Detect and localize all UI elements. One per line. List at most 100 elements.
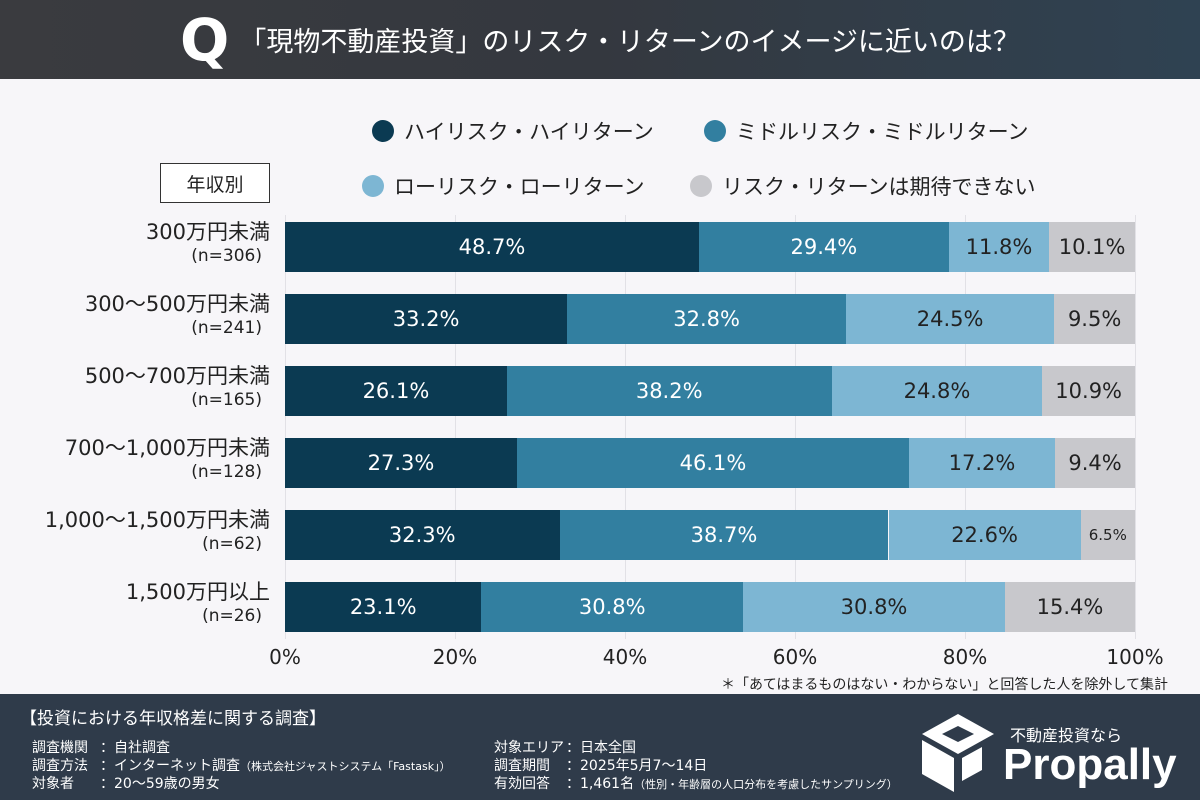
survey-value-wrap: ：1,461名（性別・年齢層の人口分布を考慮したサンプリング） — [566, 773, 898, 793]
category-label: 700〜1,000万円未満 (n=128) — [65, 436, 270, 484]
survey-value: ：自社調査 — [100, 740, 170, 756]
category-name: 500〜700万円未満 — [84, 364, 270, 388]
sample-size: (n=241) — [191, 318, 262, 338]
bar-segment: 24.5% — [846, 294, 1055, 344]
sample-size: (n=62) — [202, 534, 262, 554]
survey-value: ：20〜59歳の男女 — [100, 776, 220, 792]
data-label: 10.1% — [1058, 235, 1126, 259]
x-tick-label: 80% — [942, 645, 988, 669]
legend-label: ローリスク・ローリターン — [394, 175, 645, 199]
category-label: 300万円未満 (n=306) — [146, 220, 270, 268]
bar-segment: 38.7% — [559, 510, 889, 560]
data-label: 22.6% — [951, 523, 1018, 547]
bar-segment: 32.8% — [567, 294, 846, 344]
bar-segment: 46.1% — [517, 438, 909, 488]
data-label: 9.4% — [1068, 451, 1122, 475]
x-tick-label: 100% — [1106, 645, 1164, 669]
legend-label: ミドルリスク・ミドルリターン — [736, 120, 1029, 144]
data-label: 15.4% — [1036, 595, 1104, 619]
title-bar: Q 「現物不動産投資」のリスク・リターンのイメージに近いのは？ — [0, 0, 1200, 79]
stacked-bar-chart: 0% 20% 40% 60% 80% 100% 300万円未満 (n=306) 48.7% 29.… — [45, 215, 1164, 669]
data-label: 26.1% — [362, 379, 430, 403]
bar-segment: 11.8% — [948, 222, 1050, 272]
bar-segment: 27.3% — [285, 438, 518, 488]
data-label: 9.5% — [1067, 307, 1122, 331]
bar-segment: 30.8% — [743, 582, 1005, 632]
gridline — [455, 215, 456, 639]
data-label: 48.7% — [458, 235, 526, 259]
legend-swatch — [690, 175, 712, 197]
data-label: 38.7% — [690, 523, 758, 547]
bar-segment: 9.4% — [1055, 438, 1135, 488]
logo-tagline: 不動産投資なら — [1010, 726, 1123, 745]
category-label: 1,000〜1,500万円未満 (n=62) — [45, 508, 270, 556]
data-label: 46.1% — [679, 451, 747, 475]
data-label: 32.3% — [388, 523, 456, 547]
category-name: 700〜1,000万円未満 — [64, 436, 270, 460]
survey-extra: （株式会社ジャストシステム「Fastask」） — [240, 760, 451, 773]
legend-label: ハイリスク・ハイリターン — [404, 120, 654, 144]
x-tick-label: 60% — [772, 645, 818, 669]
legend-item-middle: ミドルリスク・ミドルリターン — [704, 116, 1029, 146]
footnote: ＊「あてはまるものはない・わからない」と回答した人を除外して集計 — [720, 677, 1168, 693]
data-label: 24.5% — [916, 307, 984, 331]
data-label: 30.8% — [840, 595, 908, 619]
logo-name: Propally — [1003, 740, 1177, 789]
category-label: 1,500万円以上 (n=26) — [126, 580, 270, 628]
data-label: 23.1% — [349, 595, 417, 619]
bar-segment: 17.2% — [908, 438, 1056, 488]
legend-item-low: ローリスク・ローリターン — [362, 171, 645, 201]
category-label: 300〜500万円未満 (n=241) — [85, 292, 270, 340]
bar-segment: 9.5% — [1054, 294, 1135, 344]
data-label: 27.3% — [367, 451, 435, 475]
legend-item-high: ハイリスク・ハイリターン — [372, 116, 654, 146]
category-label: 500〜700万円未満 (n=165) — [85, 364, 270, 412]
data-label: 33.2% — [392, 307, 460, 331]
x-tick-label: 40% — [602, 645, 648, 669]
bar-segment: 30.8% — [481, 582, 744, 632]
data-label: 6.5% — [1088, 526, 1127, 544]
bar-segment: 15.4% — [1004, 582, 1135, 632]
group-label: 年収別 — [160, 163, 270, 203]
page-title: 「現物不動産投資」のリスク・リターンのイメージに近いのは？ — [239, 27, 1020, 58]
propally-logo-icon — [922, 714, 994, 792]
bar-segment: 29.4% — [698, 222, 949, 272]
data-label: 30.8% — [578, 595, 646, 619]
sample-size: (n=128) — [191, 462, 262, 482]
category-name: 1,000〜1,500万円未満 — [44, 508, 270, 532]
gridline — [965, 215, 966, 639]
survey-extra: （性別・年齢層の人口分布を考慮したサンプリング） — [634, 778, 898, 791]
survey-value: ：2025年5月7〜14日 — [566, 758, 708, 774]
survey-label: 調査期間 — [494, 758, 550, 774]
data-label: 29.4% — [790, 235, 858, 259]
bar-segment: 38.2% — [506, 366, 832, 416]
survey-title: 【投資における年収格差に関する調査】 — [20, 709, 326, 729]
bar-segment: 24.8% — [831, 366, 1043, 416]
legend-label: リスク・リターンは期待できない — [722, 175, 1036, 199]
gridline — [1135, 215, 1136, 639]
data-label: 11.8% — [965, 235, 1033, 259]
survey-label: 対象エリア — [494, 740, 564, 756]
bar-segment: 23.1% — [285, 582, 482, 632]
category-name: 1,500万円以上 — [125, 580, 270, 604]
bar-segment: 22.6% — [888, 510, 1081, 560]
bar-segment: 33.2% — [285, 294, 568, 344]
category-name: 300万円未満 — [145, 220, 270, 244]
sample-size: (n=26) — [202, 606, 262, 626]
survey-label: 調査方法 — [32, 758, 88, 774]
q-mark: Q — [180, 5, 230, 74]
survey-label: 有効回答 — [494, 776, 550, 792]
category-name: 300〜500万円未満 — [84, 292, 270, 316]
bar-segment: 10.9% — [1042, 366, 1135, 416]
legend-swatch — [372, 120, 394, 142]
legend-item-none: リスク・リターンは期待できない — [690, 171, 1036, 201]
bar-segment: 48.7% — [285, 222, 699, 272]
survey-label: 対象者 — [32, 776, 74, 792]
survey-value: ：インターネット調査 — [100, 758, 240, 774]
survey-value: ：日本全国 — [566, 740, 636, 756]
data-label: 32.8% — [673, 307, 740, 331]
sample-size: (n=306) — [191, 246, 262, 266]
data-label: 10.9% — [1055, 379, 1123, 403]
gridline — [795, 215, 796, 639]
legend-swatch — [704, 120, 726, 142]
